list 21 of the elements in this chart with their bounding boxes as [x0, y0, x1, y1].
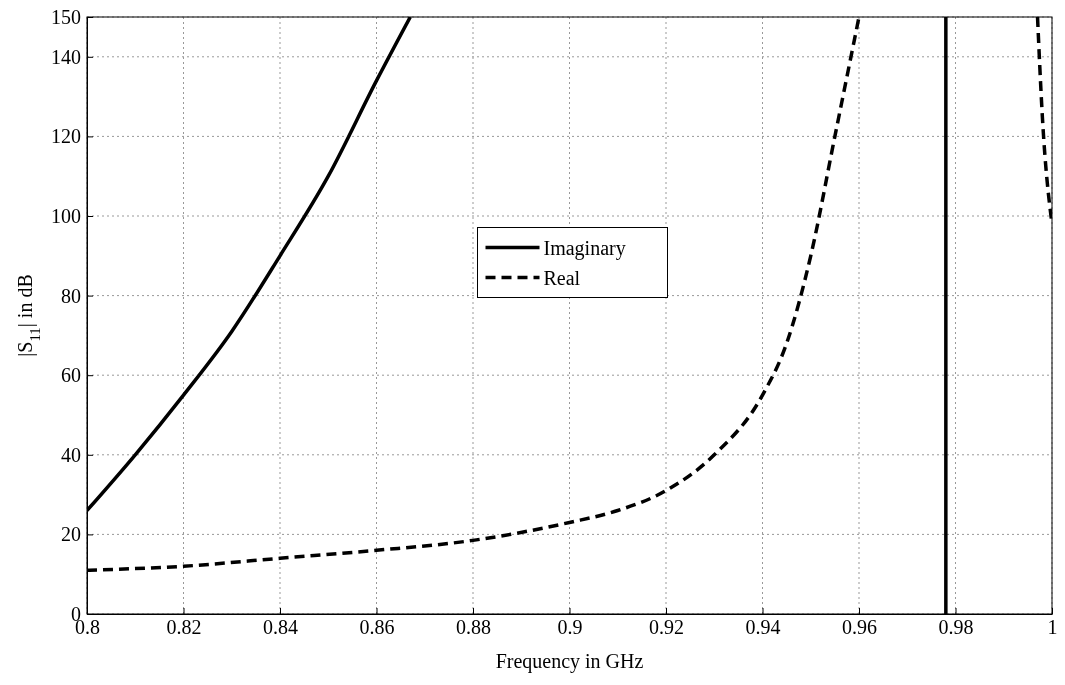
y-tick-label: 120 — [51, 125, 81, 148]
y-tick-label: 20 — [61, 523, 81, 546]
x-tick-label: 0.9 — [557, 616, 583, 639]
y-tick-label: 60 — [61, 364, 81, 387]
legend-label: Imaginary — [543, 236, 626, 260]
x-axis-title: Frequency in GHz — [495, 650, 644, 673]
legend-label: Real — [543, 266, 581, 289]
x-tick-label: 0.94 — [745, 616, 781, 639]
y-tick-label: 40 — [61, 443, 81, 466]
x-tick-label: 0.98 — [938, 616, 974, 639]
x-tick-label: 0.96 — [842, 616, 877, 639]
x-tick-label: 0.84 — [263, 616, 298, 639]
x-tick-label: 0.86 — [359, 616, 395, 639]
x-tick-label: 0.92 — [649, 616, 684, 639]
y-tick-label: 100 — [51, 204, 81, 227]
x-tick-label: 0.82 — [166, 616, 202, 639]
y-tick-label: 140 — [51, 45, 81, 68]
y-tick-label: 80 — [61, 284, 81, 307]
x-tick-label: 0.88 — [456, 616, 491, 639]
y-tick-label: 150 — [51, 5, 81, 28]
x-tick-label: 1 — [1047, 616, 1058, 639]
